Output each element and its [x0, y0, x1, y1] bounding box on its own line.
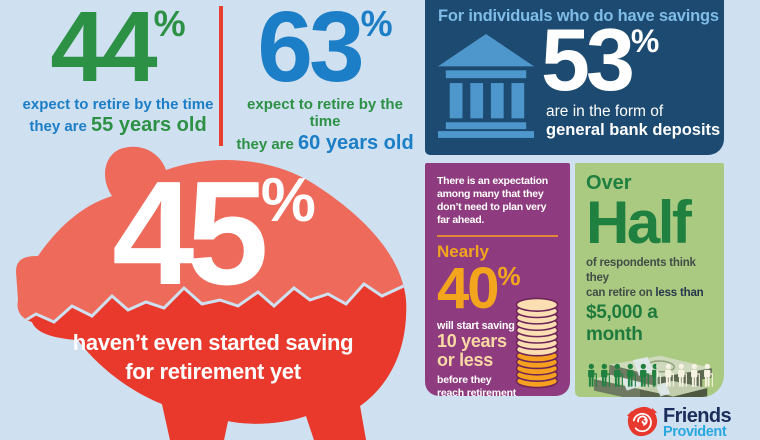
- expectation-highlight2: or less: [437, 350, 493, 371]
- percent-sign: %: [630, 23, 660, 59]
- piggy-caption-line2: for retirement yet: [125, 359, 301, 385]
- orange-divider: [437, 234, 558, 237]
- logo-text: Friends Provident: [663, 405, 732, 440]
- person-icon: [663, 362, 675, 389]
- person-icon: [586, 362, 598, 389]
- percent-sign: %: [260, 166, 316, 235]
- person-icon: [676, 362, 688, 389]
- stat-retire-55: 44% expect to retire by the time they ar…: [16, 0, 220, 137]
- percent-sign: %: [497, 260, 521, 291]
- retire-line1: of respondents think they: [586, 257, 696, 285]
- bank-panel-line2: general bank deposits: [546, 121, 721, 139]
- stat-60-number: 63%: [257, 0, 393, 103]
- expectation-line2: before they reach retirement: [437, 373, 517, 396]
- stat-retire-60: 63% expect to retire by the time they ar…: [231, 0, 419, 155]
- person-icon: [612, 362, 624, 389]
- friends-provident-logo: Friends Provident: [627, 405, 732, 440]
- person-icon: [599, 362, 611, 389]
- person-icon: [638, 362, 650, 389]
- bank-panel-title: For individuals who do have savings: [438, 7, 719, 25]
- retire-lead: Over: [586, 172, 632, 194]
- piggy-bank-cracked-icon: [16, 146, 407, 440]
- expectation-line1: will start saving: [437, 319, 515, 332]
- person-icon: [625, 362, 637, 389]
- stat-60-line1: expect to retire by the time: [247, 96, 403, 131]
- stat-55-age-highlight: 55 years old: [91, 114, 207, 137]
- bank-panel-line1: are in the form of: [546, 103, 664, 120]
- retire-line2-bold: less than: [655, 287, 704, 300]
- logo-name-line2: Provident: [663, 424, 727, 440]
- stat-60-line2: they are 60 years old: [236, 131, 414, 154]
- bank-icon: [437, 34, 535, 138]
- logo-name-line1: Friends: [663, 405, 732, 427]
- percent-sign: %: [153, 3, 186, 44]
- stat-60-age-highlight: 60 years old: [298, 131, 414, 154]
- retire-amount-panel: Over Half of respondents think they can …: [575, 163, 724, 397]
- rose-icon: [627, 406, 658, 437]
- expectation-panel: There is an expectation among many that …: [425, 163, 570, 396]
- stat-55-line2: they are 55 years old: [29, 114, 207, 137]
- piggy-panel-number: 45%: [112, 151, 316, 316]
- coin-stack-icon: [515, 297, 559, 389]
- person-icon-half: [650, 362, 662, 389]
- expectation-number: 40%: [437, 255, 521, 321]
- bank-panel-number: 53%: [541, 10, 660, 109]
- retire-line2: can retire on less than: [586, 287, 704, 300]
- piggy-bank-figure: 45% haven’t even started saving for reti…: [8, 144, 420, 440]
- percent-sign: %: [360, 3, 393, 44]
- bank-deposits-panel: For individuals who do have savings 53% …: [425, 0, 724, 155]
- retire-line3: $5,000 a month: [586, 302, 658, 345]
- stat-55-number: 44%: [50, 0, 186, 103]
- person-icon: [689, 362, 701, 389]
- expectation-intro: There is an expectation among many that …: [437, 175, 548, 227]
- retire-big: Half: [586, 189, 692, 256]
- person-icon: [702, 362, 714, 389]
- red-divider: [219, 6, 223, 146]
- expectation-lead: Nearly: [437, 241, 489, 261]
- piggy-panel-caption: haven’t even started saving for retireme…: [24, 328, 402, 386]
- piggy-caption-line1: haven’t even started saving: [72, 330, 354, 355]
- people-ratio-row: [586, 362, 714, 389]
- expectation-highlight1: 10 years: [437, 330, 507, 351]
- stat-55-line1: expect to retire by the time: [22, 96, 214, 113]
